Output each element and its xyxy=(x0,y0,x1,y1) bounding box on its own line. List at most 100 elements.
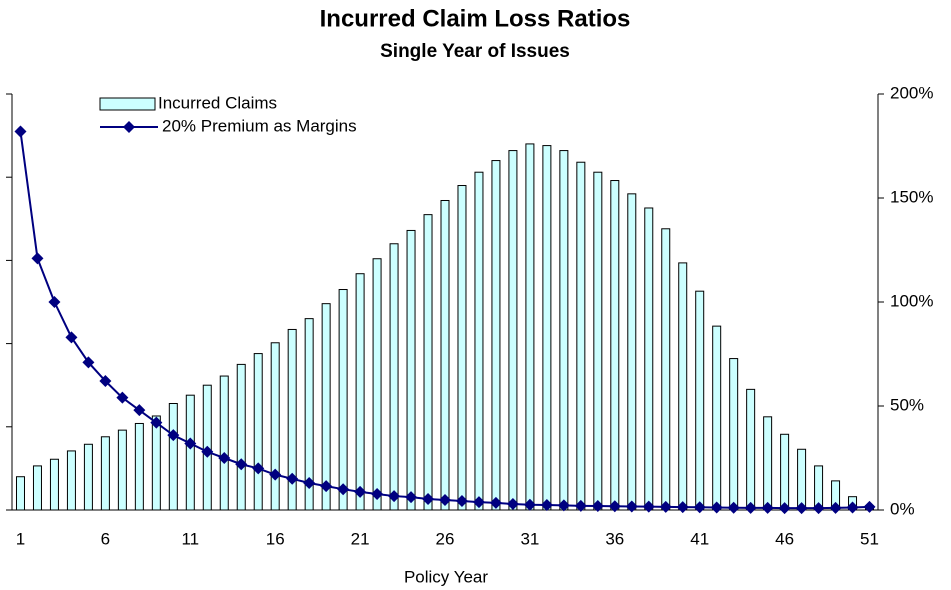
marker xyxy=(761,501,774,514)
marker xyxy=(795,502,808,515)
marker xyxy=(405,491,418,504)
bar xyxy=(678,262,688,511)
bar xyxy=(134,422,144,511)
bar xyxy=(15,476,25,511)
marker xyxy=(812,502,825,515)
y2-tick-label: 50% xyxy=(890,395,924,414)
x-tick-label: 36 xyxy=(605,529,624,548)
marker xyxy=(744,501,757,514)
marker xyxy=(286,472,299,485)
marker xyxy=(320,480,333,493)
bar xyxy=(406,229,416,511)
x-tick-label: 6 xyxy=(101,529,110,548)
marker xyxy=(31,252,44,265)
marker xyxy=(133,404,146,417)
x-axis-label: Policy Year xyxy=(404,567,488,586)
marker xyxy=(642,500,655,513)
marker xyxy=(48,296,61,308)
legend-label: 20% Premium as Margins xyxy=(162,116,357,135)
marker xyxy=(472,496,485,509)
x-tick-label: 51 xyxy=(860,529,879,548)
bar xyxy=(83,443,93,511)
marker xyxy=(489,496,502,509)
bar xyxy=(270,342,280,511)
bar xyxy=(219,375,229,511)
y2-tick-label: 100% xyxy=(890,291,933,310)
marker xyxy=(727,501,740,514)
bar xyxy=(100,436,110,511)
x-tick-label: 21 xyxy=(351,529,370,548)
bar xyxy=(304,318,314,511)
bar xyxy=(66,450,76,511)
bar xyxy=(168,403,178,511)
chart-title: Incurred Claim Loss Ratios xyxy=(320,5,631,32)
bar xyxy=(236,363,246,511)
marker xyxy=(116,391,129,404)
marker xyxy=(184,437,197,450)
bar xyxy=(440,199,450,511)
x-tick-label: 26 xyxy=(436,529,455,548)
marker xyxy=(14,125,27,138)
marker xyxy=(99,375,112,388)
bar xyxy=(117,429,127,511)
marker xyxy=(540,499,553,512)
bar xyxy=(559,150,569,511)
bar xyxy=(372,258,382,511)
marker xyxy=(337,483,350,496)
bar xyxy=(474,171,484,511)
marker xyxy=(846,501,859,514)
marker xyxy=(235,458,248,471)
bar xyxy=(49,458,59,511)
bar xyxy=(593,171,603,511)
bar xyxy=(661,228,671,511)
bar xyxy=(780,433,790,511)
marker xyxy=(201,445,214,458)
bar xyxy=(695,290,705,511)
x-tick-label: 41 xyxy=(690,529,709,548)
marker xyxy=(439,494,451,507)
marker xyxy=(574,499,587,512)
bar xyxy=(185,394,195,511)
marker xyxy=(778,502,791,515)
bar xyxy=(423,214,433,511)
marker xyxy=(252,462,265,475)
marker xyxy=(82,356,95,369)
marker xyxy=(557,499,570,512)
marker xyxy=(591,500,604,513)
x-tick-label: 46 xyxy=(775,529,794,548)
bar xyxy=(32,465,42,511)
bar xyxy=(729,358,739,511)
bar xyxy=(542,145,552,511)
bar xyxy=(491,160,501,511)
legend-label: Incurred Claims xyxy=(158,93,277,112)
bar xyxy=(525,143,535,511)
x-tick-label: 31 xyxy=(520,529,539,548)
bar xyxy=(576,161,586,511)
marker xyxy=(388,490,401,503)
marker xyxy=(608,500,621,513)
bar xyxy=(797,448,807,511)
legend-marker xyxy=(123,121,135,133)
marker xyxy=(863,500,876,513)
bar xyxy=(338,289,348,511)
marker xyxy=(455,495,468,508)
y2-tick-label: 150% xyxy=(890,187,933,206)
x-tick-label: 1 xyxy=(16,529,25,548)
x-tick-label: 16 xyxy=(266,529,285,548)
marker xyxy=(523,498,536,511)
x-tick-label: 11 xyxy=(181,529,199,548)
marker xyxy=(167,429,180,442)
bar xyxy=(610,180,620,511)
marker xyxy=(150,416,163,429)
marker xyxy=(65,331,78,344)
bar xyxy=(287,328,297,511)
bar xyxy=(712,325,722,511)
bar xyxy=(627,193,637,511)
marker xyxy=(693,501,706,514)
marker xyxy=(506,497,519,510)
y2-tick-label: 200% xyxy=(890,83,933,102)
y2-tick-label: 0% xyxy=(890,499,915,518)
bar xyxy=(746,388,756,511)
bar xyxy=(321,303,331,511)
